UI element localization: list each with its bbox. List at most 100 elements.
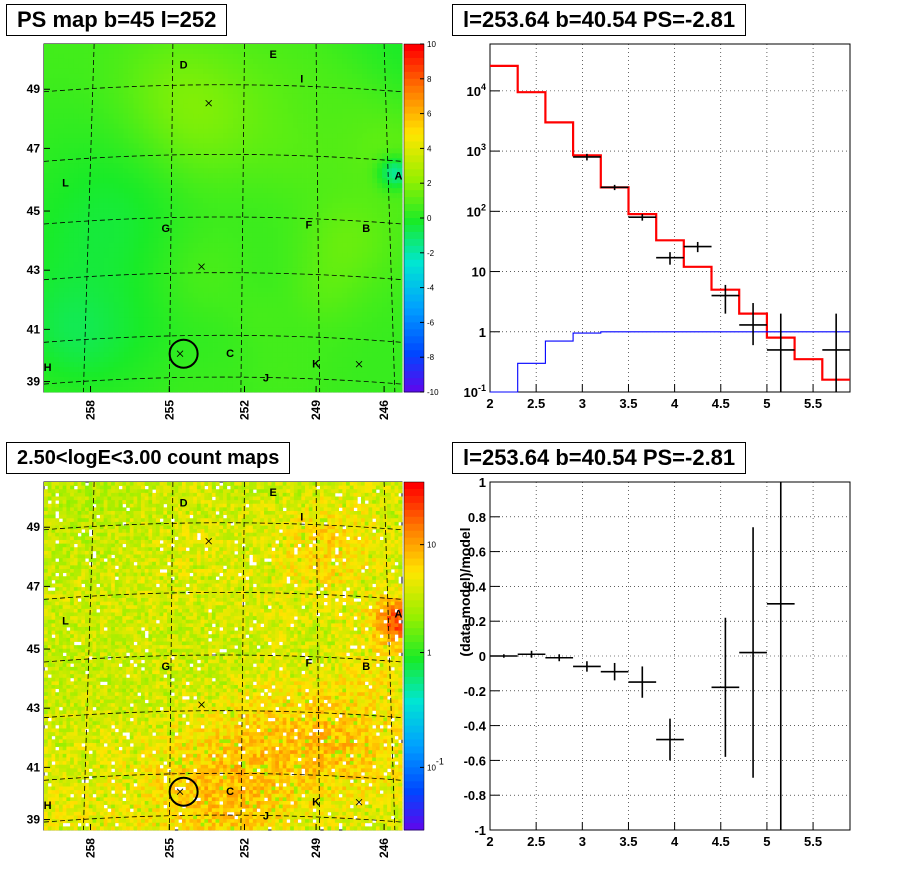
ps-map-pixel	[63, 387, 70, 393]
ps-map-pixel	[247, 58, 254, 65]
ps-map-pixel	[183, 63, 189, 70]
ps-map-pixel	[352, 143, 358, 149]
ps-map-pixel	[158, 327, 164, 333]
ps-map-pixel	[327, 232, 333, 239]
ps-map-pixel	[68, 213, 75, 219]
ps-map-pixel	[153, 222, 159, 229]
ps-map-pixel	[242, 173, 249, 179]
ps-map-pixel	[48, 322, 55, 328]
ps-map-pixel	[128, 113, 134, 119]
ps-map-pixel	[397, 222, 403, 229]
ps-map-pixel	[128, 178, 134, 184]
ps-map-pixel	[232, 153, 239, 159]
ps-map-pixel	[48, 247, 55, 254]
ps-map-pixel	[103, 138, 110, 144]
ps-map-pixel	[352, 118, 358, 124]
ps-map-pixel	[372, 83, 378, 90]
ps-map-pixel	[213, 183, 219, 189]
ps-map-pixel	[173, 138, 179, 144]
ps-map-pixel	[257, 357, 264, 363]
ps-map-pixel	[272, 377, 279, 383]
ps-map-pixel	[153, 302, 159, 308]
ps-map-pixel	[277, 53, 284, 60]
ps-map-pixel	[183, 123, 189, 129]
ps-map-pixel	[367, 287, 373, 293]
ps-map-pixel	[392, 337, 398, 343]
ps-map-pixel	[257, 193, 264, 199]
ps-map-pixel	[262, 123, 269, 129]
ps-map-pixel	[352, 272, 358, 279]
ps-map-pixel	[183, 227, 189, 234]
ps-map-pixel	[213, 138, 219, 144]
ps-map-pixel	[287, 183, 294, 189]
ps-map-pixel	[247, 178, 254, 184]
ps-map-pixel	[178, 183, 184, 189]
ps-map-pixel	[312, 317, 318, 323]
ps-map-pixel	[213, 123, 219, 129]
ps-map-pixel	[68, 372, 75, 378]
ps-map-pixel	[63, 208, 70, 214]
ps-map-pixel	[148, 297, 154, 303]
ps-map-pixel	[287, 237, 294, 244]
ps-map-pixel	[58, 208, 65, 214]
ps-map-pixel	[44, 113, 50, 119]
ps-map-pixel	[342, 262, 348, 269]
ps-map-pixel	[53, 222, 60, 229]
ps-map-pixel	[312, 237, 318, 244]
ps-map-pixel	[143, 342, 149, 348]
ps-map-pixel	[372, 382, 378, 388]
ps-map-pixel	[133, 372, 139, 378]
ps-map-pixel	[337, 302, 343, 308]
ps-map-pixel	[103, 282, 110, 288]
ps-map-pixel	[257, 153, 264, 159]
ps-map-pixel	[302, 272, 308, 279]
ps-map-pixel	[337, 113, 343, 119]
ps-map-pixel	[327, 342, 333, 348]
ps-map-pixel	[223, 133, 229, 139]
ps-map-pixel	[382, 103, 388, 110]
ps-map-pixel	[237, 257, 244, 264]
ps-map-pixel	[218, 232, 224, 239]
ps-map-pixel	[342, 163, 348, 169]
ps-map-pixel	[382, 257, 388, 264]
ps-map-pixel	[168, 247, 174, 254]
ps-map-pixel	[58, 332, 65, 338]
ps-map-pixel	[128, 193, 134, 199]
ps-map-pixel	[98, 163, 105, 169]
ps-map-pixel	[158, 163, 164, 169]
ps-map-pixel	[282, 227, 289, 234]
ps-map-pixel	[272, 287, 279, 293]
ps-map-pixel	[232, 193, 239, 199]
ps-map-pixel	[213, 168, 219, 174]
ps-map-pixel	[367, 242, 373, 249]
ps-map-pixel	[342, 342, 348, 348]
ps-map-pixel	[247, 332, 254, 338]
ps-map-pixel	[362, 252, 368, 259]
ps-map-pixel	[302, 183, 308, 189]
ps-map-pixel	[372, 292, 378, 298]
ps-map-pixel	[93, 63, 100, 70]
ps-map-pixel	[188, 267, 194, 274]
ps-map-pixel	[193, 213, 199, 219]
ps-map-pixel	[272, 352, 279, 358]
ps-map-pixel	[133, 148, 139, 154]
ps-map-pixel	[83, 257, 90, 264]
ps-map-pixel	[148, 198, 154, 204]
ps-map-pixel	[44, 327, 50, 333]
ps-map-pixel	[183, 312, 189, 318]
ps-map-pixel	[98, 337, 105, 343]
ps-map-pixel	[208, 103, 214, 110]
ps-map-pixel	[78, 262, 85, 269]
ps-map-pixel	[232, 113, 239, 119]
ps-map-pixel	[153, 252, 159, 259]
ps-map-pixel	[53, 163, 60, 169]
ps-map-pixel	[108, 63, 115, 70]
ps-map-pixel	[148, 73, 154, 80]
ps-map-pixel	[342, 317, 348, 323]
ps-map-pixel	[397, 292, 403, 298]
ps-map-pixel	[307, 88, 313, 95]
ps-map-pixel	[168, 173, 174, 179]
ps-map-pixel	[262, 183, 269, 189]
ps-map-pixel	[302, 232, 308, 239]
ps-map-pixel	[342, 188, 348, 194]
